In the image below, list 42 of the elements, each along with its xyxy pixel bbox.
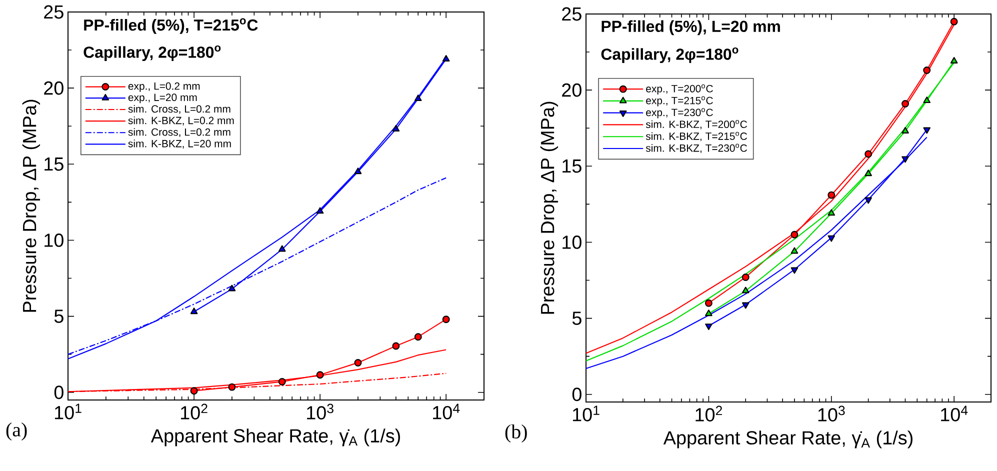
x-tick-label: 10$^{3}$ — [307, 404, 334, 420]
y-axis-title: Pressure Drop, ΔP (MPa) — [540, 102, 558, 314]
chart-title: PP-filled (5%), T=215$^{o}$C — [84, 18, 258, 34]
text: Capillary, 2φ=180$^{o}$ — [601, 47, 738, 64]
legend-label: sim. Cross, L=0.2 mm — [128, 104, 230, 114]
y-tick-label: 10 — [44, 234, 64, 247]
legend-label: exp., T=230$^{o}$C — [646, 108, 713, 118]
y-tick-label: 20 — [562, 83, 582, 97]
y-tick-label: 10 — [562, 236, 582, 249]
x-tick-label: 10$^{1}$ — [572, 406, 600, 422]
y-tick-label: 25 — [44, 5, 64, 19]
text: Capillary, 2φ=180$^{o}$ — [84, 45, 221, 62]
y-axis-title: Pressure Drop, ΔP (MPa) — [22, 100, 40, 312]
y-tick-label: 5 — [54, 310, 64, 323]
legend-label: exp., L=20 mm — [128, 94, 197, 104]
text: (b) — [505, 424, 527, 443]
y-tick-label: 25 — [562, 7, 582, 21]
legend-label: exp., T=200$^{o}$C — [646, 84, 713, 94]
x-axis-title: Apparent Shear Rate, γ̇$_{A}$ (1/s) — [663, 430, 912, 448]
y-tick-label: 0 — [54, 386, 64, 400]
legend-label: sim. K-BKZ, T=215$^{o}$C — [646, 132, 747, 142]
legend-label: sim. K-BKZ, L=0.2 mm — [128, 116, 234, 126]
x-tick-label: 10$^{4}$ — [941, 406, 968, 422]
x-tick-label: 10$^{2}$ — [696, 406, 722, 422]
x-tick-label: 10$^{3}$ — [818, 406, 845, 422]
legend-label: sim. K-BKZ, L=20 mm — [128, 140, 231, 149]
legend-label: exp., L=0.2 mm — [128, 82, 200, 92]
legend-label: sim. Cross, L=0.2 mm — [128, 128, 230, 138]
x-tick-label: 10$^{1}$ — [54, 404, 82, 420]
chart-title: PP-filled (5%), L=20 mm — [602, 20, 780, 36]
y-tick-label: 15 — [44, 158, 64, 171]
legend-label: exp., T=215$^{o}$C — [646, 96, 713, 106]
x-tick-label: 10$^{2}$ — [181, 404, 208, 420]
legend-label: sim. K-BKZ, T=200$^{o}$C — [646, 120, 747, 130]
x-axis-title: Apparent Shear Rate, γ̇$_{A}$ (1/s) — [150, 428, 400, 446]
x-tick-label: 10$^{4}$ — [433, 404, 460, 420]
text: (a) — [6, 422, 27, 441]
y-tick-label: 15 — [562, 160, 582, 173]
y-tick-label: 20 — [44, 81, 64, 95]
y-tick-label: 0 — [572, 388, 582, 402]
y-tick-label: 5 — [572, 312, 582, 325]
legend-label: sim. K-BKZ, T=230$^{o}$C — [646, 144, 747, 154]
